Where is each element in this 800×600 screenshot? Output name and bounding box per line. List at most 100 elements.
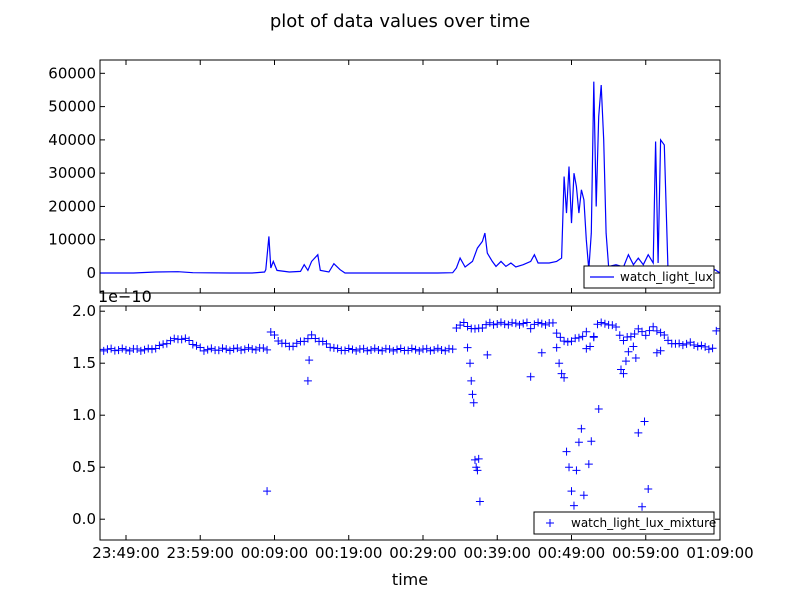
bottom-y-tick-label: 1.0 (72, 406, 96, 424)
data-point (307, 330, 316, 339)
data-point (348, 345, 357, 354)
data-point (541, 320, 550, 329)
data-point (103, 345, 112, 354)
bottom-legend-label: watch_light_lux_mixture (571, 516, 716, 530)
data-point (441, 346, 450, 355)
data-point (649, 322, 658, 331)
chart-title: plot of data values over time (270, 11, 530, 32)
data-point (147, 345, 156, 354)
data-point (569, 501, 578, 510)
data-point (329, 343, 338, 352)
data-point (619, 336, 628, 345)
data-point (244, 343, 253, 352)
data-point (584, 460, 593, 469)
data-point (589, 333, 598, 342)
data-point (305, 356, 314, 365)
data-point (693, 342, 702, 351)
top-y-tick-label: 0 (86, 264, 96, 282)
data-point (107, 344, 116, 353)
top-legend-box (583, 265, 715, 289)
data-point (199, 346, 208, 355)
data-point (407, 344, 416, 353)
data-point (562, 447, 571, 456)
x-axis: 23:49:00 23:59:00 00:09:00 00:19:00 00:29:00… (92, 306, 754, 562)
data-point (615, 331, 624, 340)
data-point (303, 334, 312, 343)
data-point (433, 344, 442, 353)
data-point (675, 339, 684, 348)
data-point (660, 330, 669, 339)
data-point (537, 348, 546, 357)
data-point (652, 326, 661, 335)
data-point (552, 329, 561, 338)
top-plot-frame (99, 59, 721, 294)
data-point (303, 376, 312, 385)
data-point (140, 345, 149, 354)
data-point (341, 346, 350, 355)
bottom-plot-panel: 0.0 0.5 1.0 1.5 2.0 23:49:00 23:59:00 00:09:00… (72, 287, 754, 589)
data-point (567, 487, 576, 496)
data-point (359, 344, 368, 353)
data-point (600, 319, 609, 328)
top-y-tick-label: 30000 (48, 164, 96, 182)
data-point (437, 346, 446, 355)
data-point (370, 344, 379, 353)
data-point (500, 320, 509, 329)
data-point (526, 324, 535, 333)
data-point (470, 455, 479, 464)
data-point (616, 365, 625, 374)
data-point (563, 337, 572, 346)
data-point (565, 463, 574, 472)
data-point (629, 342, 638, 351)
data-point (579, 491, 588, 500)
data-point (645, 326, 654, 335)
data-point (411, 345, 420, 354)
data-point (192, 341, 201, 350)
data-point (363, 346, 372, 355)
data-point (619, 369, 628, 378)
top-y-tick-label: 50000 (48, 98, 96, 116)
data-point (534, 318, 543, 327)
data-point (385, 345, 394, 354)
data-point (459, 318, 468, 327)
data-point (136, 346, 145, 355)
data-point (177, 335, 186, 344)
data-point (578, 332, 587, 341)
data-point (597, 318, 606, 327)
top-legend: watch_light_lux (583, 265, 715, 289)
data-point (485, 318, 494, 327)
data-point (240, 345, 249, 354)
series-line-watch-light-lux (100, 81, 720, 274)
data-point (248, 345, 257, 354)
data-point (594, 404, 603, 413)
data-point (469, 398, 478, 407)
data-point (396, 344, 405, 353)
data-point (593, 320, 602, 329)
data-point (612, 323, 621, 332)
x-tick-label: 23:59:00 (167, 544, 234, 562)
data-point (237, 346, 246, 355)
data-point (378, 346, 387, 355)
data-point (263, 345, 272, 354)
data-point (555, 359, 564, 368)
data-point (511, 319, 520, 328)
top-legend-label: watch_light_lux (620, 270, 713, 284)
bottom-legend-box (533, 511, 715, 535)
data-point (333, 344, 342, 353)
data-point (100, 346, 108, 355)
y-axis-multiplier: 1e−10 (98, 287, 152, 306)
data-point (181, 334, 190, 343)
data-point (631, 354, 640, 362)
data-point (515, 320, 524, 329)
data-point (225, 346, 234, 355)
data-point (263, 487, 272, 496)
bottom-y-axis: 0.0 0.5 1.0 1.5 2.0 (72, 302, 720, 528)
data-point (586, 342, 595, 351)
data-point (577, 424, 586, 433)
data-point (537, 319, 546, 328)
data-point (393, 345, 402, 354)
x-tick-label: 00:09:00 (241, 544, 308, 562)
top-y-tick-label: 10000 (48, 231, 96, 249)
data-point (430, 345, 439, 354)
data-point (233, 344, 242, 353)
